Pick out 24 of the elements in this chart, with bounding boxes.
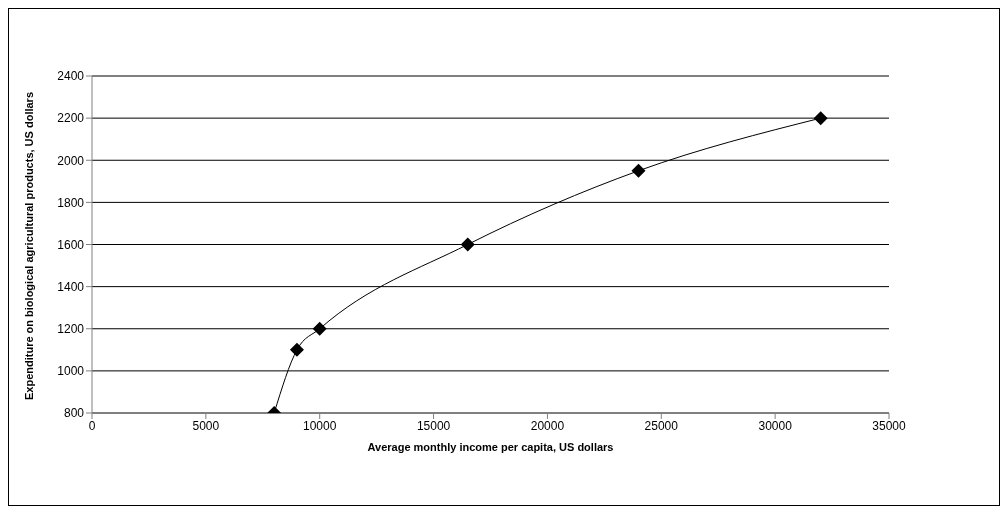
- x-tick-label: 30000: [758, 418, 793, 433]
- x-tick-label: 35000: [872, 418, 907, 433]
- y-axis-title: Expenditure on biological agricultural products, US dollars: [22, 91, 36, 403]
- x-tick-label: 10000: [303, 418, 337, 433]
- y-tick-label: 2400: [57, 69, 85, 84]
- point: [289, 342, 304, 357]
- y-tick-label: 2000: [57, 153, 85, 168]
- x-axis-title: Average monthly income per capita, US dollars: [367, 441, 614, 453]
- y-tick-label: 1800: [57, 195, 85, 210]
- x-tick-label: 0: [88, 418, 96, 433]
- point: [460, 237, 475, 252]
- x-tick-label: 5000: [192, 418, 220, 433]
- y-tick-label: 1400: [57, 279, 85, 294]
- x-tick-label: 20000: [530, 418, 565, 433]
- y-tick-label: 1600: [57, 237, 85, 252]
- y-tick-label: 2200: [57, 111, 85, 126]
- y-tick-label: 800: [63, 406, 85, 421]
- point: [631, 163, 646, 178]
- y-tick-label: 1000: [57, 364, 85, 379]
- y-tick-label: 1200: [57, 322, 85, 337]
- point: [312, 321, 327, 336]
- point: [813, 111, 828, 126]
- x-tick-label: 25000: [644, 418, 679, 433]
- x-tick-label: 15000: [416, 418, 451, 433]
